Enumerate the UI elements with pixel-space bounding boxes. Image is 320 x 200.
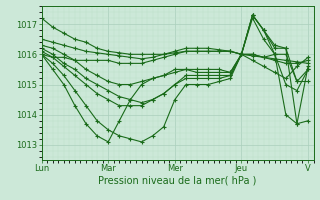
- X-axis label: Pression niveau de la mer( hPa ): Pression niveau de la mer( hPa ): [99, 176, 257, 186]
